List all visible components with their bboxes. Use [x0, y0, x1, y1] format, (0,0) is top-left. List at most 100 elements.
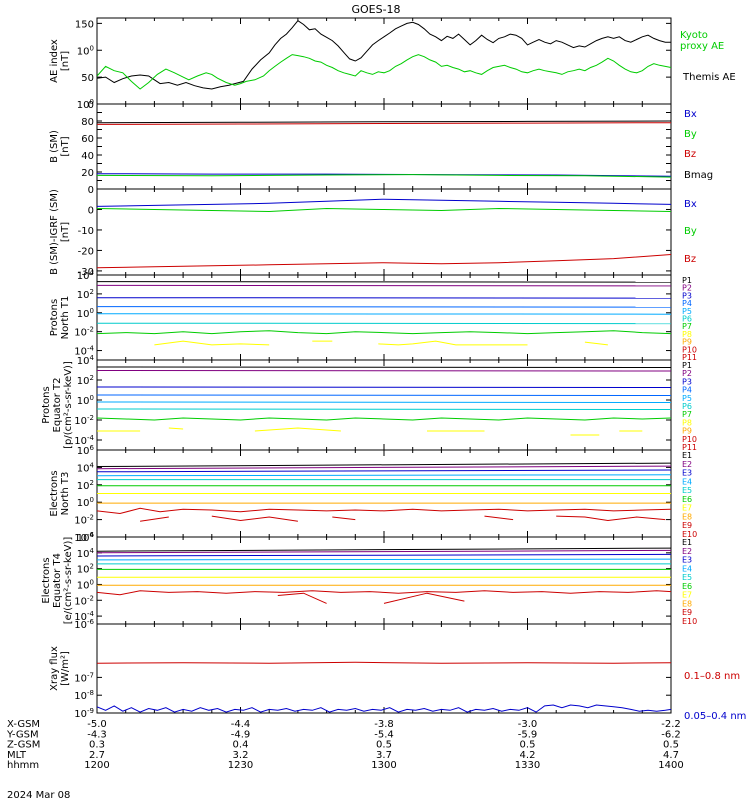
series-e1-line: [97, 462, 671, 467]
legend-label: Themis AE: [682, 72, 736, 83]
y-tick-label: 0: [88, 205, 94, 216]
y-tick-label: 10-4: [74, 434, 94, 447]
y-axis-label: North T3: [60, 472, 71, 516]
footer-row-label: hhmm: [7, 760, 39, 771]
footer-value: 4.7: [663, 750, 679, 761]
legend-label: P8: [682, 330, 692, 339]
legend-label: P9: [682, 338, 692, 347]
legend-label: P4: [682, 386, 692, 395]
y-tick-label: 10-8: [74, 689, 94, 702]
footer-value: 2.7: [89, 750, 105, 761]
footer-row-label: Z-GSM: [7, 740, 40, 751]
y-tick-label: 104: [77, 269, 95, 282]
series-p4-line: [97, 394, 671, 396]
y-tick-label: 80: [81, 117, 94, 128]
y-tick-label: 10-9: [74, 707, 94, 720]
legend-label: Bz: [684, 254, 696, 265]
series-p1-line: [97, 281, 671, 283]
series-p7-line: [97, 417, 671, 421]
footer-value: -4.4: [231, 719, 251, 730]
legend-label: E3: [682, 556, 692, 565]
legend-label: E6: [682, 582, 692, 591]
y-tick-label: 150: [75, 19, 94, 30]
series-p7-line: [97, 330, 671, 335]
series-e10-line: [556, 515, 666, 522]
series-e2-line: [97, 549, 671, 554]
legend-label: proxy AE: [680, 41, 724, 52]
series-e4-line: [97, 474, 671, 477]
title-layer: GOES-18: [351, 3, 400, 16]
y-tick-label: 10-4: [74, 610, 94, 623]
legend-label: P10: [682, 345, 697, 354]
legend-label: P10: [682, 435, 697, 444]
y-tick-label: 100: [77, 44, 94, 57]
series-e2-line: [97, 465, 671, 470]
y-tick-label: 10-6: [74, 618, 94, 631]
series-group: [97, 366, 671, 436]
series-p6-line: [97, 408, 671, 410]
y-tick-label: 40: [81, 151, 94, 162]
series-p8-line: [378, 340, 528, 346]
footer-row-label: Y-GSM: [6, 729, 39, 740]
legend-label: Bmag: [684, 170, 713, 181]
footer-value: 0.5: [376, 740, 392, 751]
series-group: [97, 547, 671, 604]
legend-label: E9: [682, 521, 692, 530]
series-group: [97, 198, 671, 269]
series-e9-line: [97, 590, 671, 596]
legend-label: E10: [682, 617, 697, 626]
series-group: [97, 281, 671, 346]
panel-xray: 10-9 10-8 10-7 10-6 Xray flux [W/m²] 0.1–0.8 n…: [49, 618, 746, 722]
legend-label: E6: [682, 495, 692, 504]
y-tick-label: 10-7: [74, 671, 94, 684]
legend-label: P2: [682, 284, 692, 293]
y-axis-label: Equator T4: [52, 553, 63, 608]
legend-label: P1: [682, 361, 692, 370]
legend-label: P7: [682, 410, 692, 419]
legend-label: 0.05–0.4 nm: [684, 711, 746, 722]
series-p5-line: [97, 401, 671, 403]
y-tick-label: 10-2: [74, 514, 94, 527]
chart-title: GOES-18: [351, 3, 400, 16]
footer-value: 4.2: [520, 750, 536, 761]
legend-label: E8: [682, 599, 692, 608]
series-by-line: [97, 174, 671, 178]
series-e10-line: [484, 515, 514, 521]
y-tick-label: 50: [81, 73, 94, 84]
y-tick-label: 104: [77, 354, 95, 367]
y-tick-label: 104: [77, 547, 95, 560]
y-axis-label: [nT]: [60, 222, 71, 242]
y-tick-label: 100: [77, 578, 94, 591]
panel-frame: [96, 274, 672, 361]
legend-label: E1: [682, 538, 692, 547]
series-p2-line: [97, 370, 671, 372]
legend-label: Kyoto: [680, 30, 708, 41]
y-tick-label: -10: [78, 226, 94, 237]
panel-electrons_t4: 10-4 10-2 100 102 104 106 Electrons Equator T4[…: [41, 531, 697, 626]
footer-value: -4.3: [87, 729, 107, 740]
y-tick-label: 60: [81, 134, 94, 145]
series-group: [97, 661, 671, 713]
legend-label: E4: [682, 564, 692, 573]
y-axis-label: Xray flux: [49, 646, 60, 691]
y-axis-label: [p/(cm²-s-sr-keV)]: [63, 361, 74, 449]
legend-label: E9: [682, 608, 692, 617]
footer-row-label: MLT: [7, 750, 27, 761]
y-axis-label: Protons: [41, 386, 52, 423]
footer-value: 1200: [84, 760, 109, 771]
footer-value: 0.4: [233, 740, 249, 751]
footer-value: -3.0: [518, 719, 538, 730]
legend-label: E7: [682, 504, 692, 513]
footer-value: 1300: [371, 760, 396, 771]
series-e3-line: [97, 553, 671, 557]
y-tick-label: 10-2: [74, 414, 94, 427]
y-axis-label: Protons: [49, 299, 60, 336]
legend-label: E4: [682, 477, 692, 486]
y-tick-label: 100: [77, 496, 94, 509]
panel-protons_t2: 10-4 10-2 100 102 104 Protons Equator T2 [p/(cm…: [41, 354, 697, 452]
y-axis-label: [W/m²]: [60, 651, 71, 686]
